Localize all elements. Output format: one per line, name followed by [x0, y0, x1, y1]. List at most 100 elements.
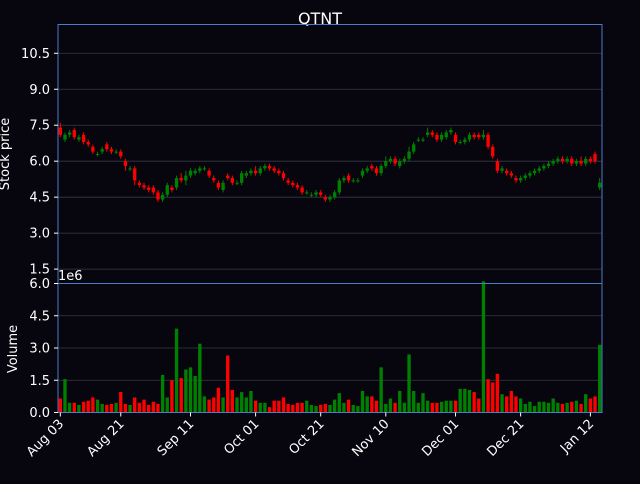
candle-body — [570, 158, 574, 164]
volume-bar — [453, 400, 458, 413]
volume-bar — [258, 402, 262, 413]
volume-bar — [449, 400, 453, 413]
volume-bar — [207, 399, 211, 413]
candle-body — [463, 139, 467, 143]
volume-bar — [291, 404, 295, 413]
volume-bar — [556, 402, 560, 413]
candle-body — [63, 134, 67, 140]
volume-bar — [198, 343, 202, 413]
volume-bar — [244, 397, 248, 413]
candle-body — [514, 177, 518, 181]
volume-bar — [323, 403, 328, 413]
volume-bar — [319, 404, 323, 413]
candle-body — [416, 139, 421, 141]
candle-body — [379, 165, 383, 174]
volume-bar — [77, 404, 81, 413]
volume-bar — [346, 399, 351, 413]
volume-bar — [546, 402, 551, 413]
candle-body — [253, 170, 258, 174]
volume-bar — [518, 398, 523, 413]
candle-body — [202, 168, 207, 170]
candle-body — [430, 132, 434, 135]
price-candles — [58, 122, 602, 202]
candle-body — [142, 185, 146, 188]
volume-bar — [253, 400, 258, 413]
volume-bar — [67, 402, 72, 413]
price-y-axis-label: Stock price — [0, 118, 13, 190]
volume-offset-label: 1e6 — [58, 269, 83, 284]
volume-bar — [421, 393, 425, 413]
volume-bar — [509, 391, 514, 413]
candle-body — [477, 134, 481, 138]
volume-bar — [137, 402, 142, 413]
volume-bar — [123, 403, 128, 413]
volume-bar — [598, 344, 602, 413]
candle-body — [421, 139, 425, 141]
volume-bar — [402, 402, 407, 413]
candle-body — [314, 192, 318, 195]
candle-body — [319, 192, 323, 195]
volume-bar — [463, 388, 467, 413]
volume-bar — [435, 402, 439, 413]
candle-body — [598, 182, 602, 188]
price-y-ticks: 1.5 3.0 4.5 6.0 7.5 9.0 10.5 — [21, 47, 58, 278]
volume-bar — [281, 397, 286, 413]
price-y-tick-label: 4.5 — [29, 191, 50, 206]
volume-bar — [105, 404, 109, 413]
volume-bar — [216, 387, 221, 413]
volume-bar — [226, 355, 230, 413]
price-y-tick-label: 7.5 — [29, 119, 50, 134]
candle-body — [398, 161, 402, 166]
candle-body — [449, 130, 453, 133]
candle-body — [523, 175, 527, 178]
volume-bar — [528, 401, 532, 413]
volume-bar — [221, 397, 225, 413]
volume-bar — [314, 406, 318, 413]
volume-bar — [342, 402, 346, 413]
candle-body — [267, 165, 272, 169]
volume-bar — [142, 399, 146, 413]
volume-bar — [542, 401, 546, 413]
candle-body — [72, 130, 76, 138]
candle-body — [295, 185, 300, 188]
volume-bar — [160, 374, 165, 413]
volume-bar — [300, 402, 304, 413]
volume-bar — [481, 281, 486, 413]
price-y-tick-label: 6.0 — [29, 155, 50, 170]
volume-y-tick-label: 4.5 — [29, 309, 50, 324]
candle-body — [188, 170, 193, 176]
candle-body — [156, 192, 160, 200]
volume-bar — [398, 391, 402, 413]
candle-body — [412, 144, 416, 152]
candle-body — [532, 170, 537, 174]
volume-bar — [109, 403, 114, 413]
volume-bar — [374, 400, 379, 413]
candle-body — [500, 168, 504, 171]
candle-body — [263, 165, 267, 169]
volume-bar — [593, 396, 597, 413]
volume-bar — [81, 401, 86, 413]
price-y-tick-label: 9.0 — [29, 83, 50, 98]
volume-bar — [407, 354, 411, 413]
volume-bar — [430, 402, 434, 413]
volume-y-tick-label: 3.0 — [29, 342, 50, 357]
volume-bar — [128, 404, 132, 413]
candle-body — [286, 180, 290, 183]
candle-body — [365, 168, 369, 171]
candle-body — [537, 168, 541, 171]
candle-body — [305, 192, 309, 194]
volume-bar — [332, 399, 337, 413]
candle-body — [444, 132, 448, 138]
candle-body — [198, 168, 202, 171]
volume-bar — [309, 404, 314, 413]
candle-body — [356, 180, 360, 182]
candle-body — [146, 187, 151, 190]
volume-bar — [286, 403, 290, 413]
candle-body — [244, 173, 248, 176]
candle-body — [439, 134, 444, 140]
candle-body — [105, 144, 109, 150]
volume-y-ticks: 0.0 1.5 3.0 4.5 6.0 — [29, 277, 58, 421]
candle-body — [160, 194, 165, 200]
candle-body — [518, 177, 523, 181]
volume-bar — [514, 396, 518, 413]
